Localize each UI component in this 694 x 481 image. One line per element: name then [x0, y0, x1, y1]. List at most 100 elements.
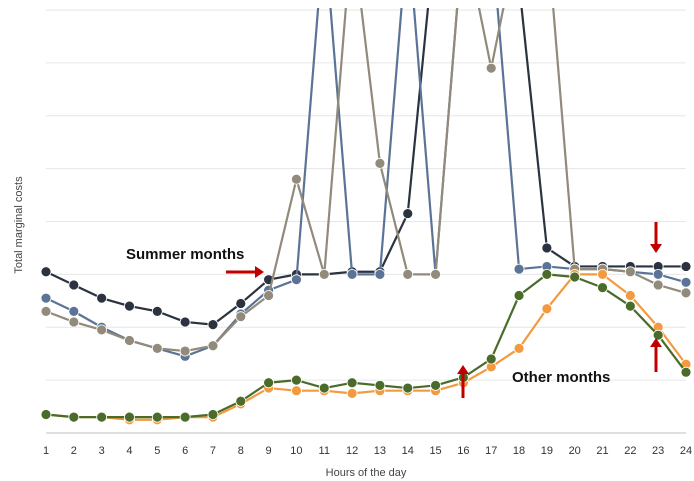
data-point: [513, 342, 525, 354]
data-point: [235, 311, 247, 323]
x-tick-label: 5: [154, 445, 160, 457]
data-point: [680, 366, 692, 378]
x-tick-label: 13: [374, 445, 386, 457]
x-tick-label: 10: [290, 445, 302, 457]
data-point: [541, 303, 553, 315]
data-point: [96, 411, 108, 423]
data-point: [151, 411, 163, 423]
x-tick-label: 19: [541, 445, 553, 457]
data-point: [374, 380, 386, 391]
series-layer: [40, 8, 692, 426]
x-tick-label: 9: [266, 445, 272, 457]
annotation-other-months: Other months: [512, 369, 610, 386]
series-5: [40, 268, 692, 423]
gridlines: [46, 9, 686, 381]
data-point: [263, 377, 275, 389]
data-point: [485, 353, 497, 365]
data-point: [68, 411, 80, 423]
x-axis-title: Hours of the day: [326, 467, 407, 479]
data-point: [513, 290, 525, 301]
data-point: [541, 268, 553, 280]
arrow-hour-9: [226, 266, 264, 278]
x-tick-label: 7: [210, 445, 216, 457]
data-point: [624, 266, 636, 278]
data-point: [402, 208, 414, 219]
data-point: [235, 395, 247, 407]
x-tick-label: 24: [680, 445, 692, 457]
data-point: [485, 62, 497, 74]
x-tick-label: 14: [402, 445, 414, 457]
data-point: [346, 387, 358, 399]
data-point: [291, 173, 302, 185]
data-point: [96, 292, 108, 304]
data-point: [402, 382, 414, 394]
data-point: [430, 268, 441, 280]
data-point: [652, 279, 664, 291]
data-point: [40, 305, 52, 317]
x-tick-label: 15: [429, 445, 441, 457]
data-point: [40, 409, 52, 420]
x-tick-label: 22: [624, 445, 636, 457]
series-4: [40, 268, 692, 426]
x-tick-label: 17: [485, 445, 497, 457]
data-point: [652, 268, 664, 280]
x-tick-label: 18: [513, 445, 525, 457]
data-point: [374, 157, 386, 169]
series-3: [40, 8, 692, 357]
data-point: [569, 271, 581, 283]
data-point: [68, 316, 80, 328]
x-tick-label: 2: [71, 445, 77, 457]
annotation-summer-months: Summer months: [126, 246, 244, 263]
y-axis-title: Total marginal costs: [13, 176, 25, 274]
data-point: [597, 282, 608, 293]
data-point: [541, 242, 553, 254]
data-point: [124, 335, 135, 346]
data-point: [68, 279, 80, 291]
data-point: [235, 298, 247, 309]
x-tick-label: 8: [238, 445, 244, 457]
data-point: [151, 342, 163, 354]
data-point: [513, 263, 525, 275]
data-point: [207, 409, 219, 420]
data-point: [179, 411, 191, 423]
data-point: [207, 319, 219, 331]
data-point: [179, 345, 191, 357]
data-point: [346, 268, 358, 280]
data-point: [40, 266, 52, 278]
data-point: [680, 276, 692, 288]
x-tick-label: 4: [126, 445, 132, 457]
data-point: [624, 290, 636, 301]
data-point: [430, 380, 441, 391]
data-point: [597, 268, 608, 280]
x-tick-label: 21: [596, 445, 608, 457]
x-tick-label: 12: [346, 445, 358, 457]
data-point: [291, 374, 302, 386]
data-point: [374, 268, 386, 280]
data-point: [40, 292, 52, 304]
data-point: [346, 377, 358, 389]
x-tick-label: 16: [457, 445, 469, 457]
series-line: [45, 273, 687, 419]
data-point: [263, 290, 275, 301]
data-point: [68, 305, 80, 317]
x-tick-label: 3: [99, 445, 105, 457]
series-line: [45, 273, 687, 421]
data-point: [652, 329, 664, 341]
data-point: [124, 300, 135, 312]
arrow-hour-23-up: [650, 338, 662, 372]
data-point: [124, 411, 135, 423]
data-point: [151, 305, 163, 317]
data-point: [402, 268, 414, 280]
data-point: [96, 324, 108, 336]
data-point: [291, 385, 302, 397]
data-point: [318, 382, 330, 394]
series-line: [45, 8, 687, 353]
data-point: [207, 340, 219, 352]
x-tick-label: 6: [182, 445, 188, 457]
x-tick-labels: 1 2 3 4 5 6 7 8 9 10 11 12 13 14 15 16 17 18 19 20 21 22 23 24: [43, 445, 692, 457]
x-tick-label: 11: [319, 445, 330, 457]
x-tick-label: 23: [652, 445, 664, 457]
x-tick-label: 1: [43, 445, 49, 457]
data-point: [624, 300, 636, 312]
